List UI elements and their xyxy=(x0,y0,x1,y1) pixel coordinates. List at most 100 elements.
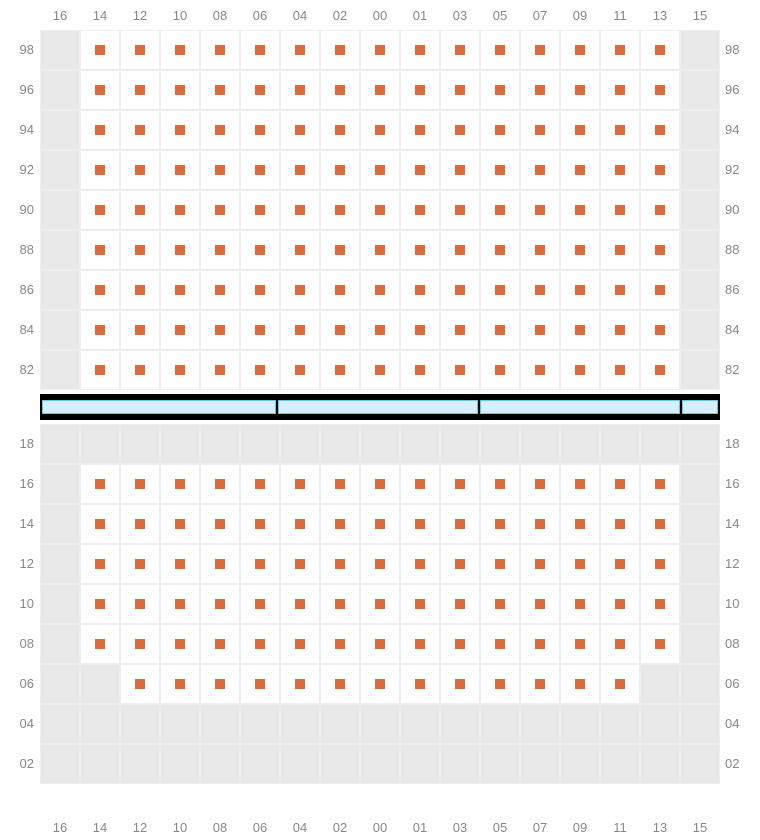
seat-marker[interactable] xyxy=(215,599,225,609)
seat-marker[interactable] xyxy=(135,165,145,175)
seat-marker[interactable] xyxy=(95,205,105,215)
seat-marker[interactable] xyxy=(415,125,425,135)
seat-marker[interactable] xyxy=(415,479,425,489)
seat-marker[interactable] xyxy=(215,165,225,175)
seat-marker[interactable] xyxy=(655,599,665,609)
seat-marker[interactable] xyxy=(215,85,225,95)
seat-marker[interactable] xyxy=(655,165,665,175)
seat-marker[interactable] xyxy=(415,205,425,215)
seat-marker[interactable] xyxy=(255,679,265,689)
seat-marker[interactable] xyxy=(655,519,665,529)
seat-marker[interactable] xyxy=(255,559,265,569)
seat-marker[interactable] xyxy=(175,365,185,375)
seat-marker[interactable] xyxy=(135,45,145,55)
seat-marker[interactable] xyxy=(535,205,545,215)
seat-marker[interactable] xyxy=(495,599,505,609)
seat-marker[interactable] xyxy=(175,599,185,609)
seat-marker[interactable] xyxy=(375,599,385,609)
seat-marker[interactable] xyxy=(575,125,585,135)
seat-marker[interactable] xyxy=(535,245,545,255)
seat-marker[interactable] xyxy=(175,45,185,55)
seat-marker[interactable] xyxy=(495,559,505,569)
seat-marker[interactable] xyxy=(335,365,345,375)
seat-marker[interactable] xyxy=(495,205,505,215)
seat-marker[interactable] xyxy=(495,165,505,175)
seat-marker[interactable] xyxy=(455,205,465,215)
seat-marker[interactable] xyxy=(415,285,425,295)
seat-marker[interactable] xyxy=(295,325,305,335)
seat-marker[interactable] xyxy=(535,599,545,609)
seat-marker[interactable] xyxy=(215,125,225,135)
seat-marker[interactable] xyxy=(375,365,385,375)
seat-marker[interactable] xyxy=(335,205,345,215)
seat-marker[interactable] xyxy=(295,285,305,295)
seat-marker[interactable] xyxy=(575,559,585,569)
seat-marker[interactable] xyxy=(655,559,665,569)
seat-marker[interactable] xyxy=(135,599,145,609)
seat-marker[interactable] xyxy=(655,365,665,375)
seat-marker[interactable] xyxy=(455,85,465,95)
seat-marker[interactable] xyxy=(455,125,465,135)
seat-marker[interactable] xyxy=(175,559,185,569)
seat-marker[interactable] xyxy=(535,325,545,335)
seat-marker[interactable] xyxy=(655,325,665,335)
seat-marker[interactable] xyxy=(455,325,465,335)
seat-marker[interactable] xyxy=(215,639,225,649)
seat-marker[interactable] xyxy=(135,639,145,649)
seat-marker[interactable] xyxy=(375,85,385,95)
seat-marker[interactable] xyxy=(175,165,185,175)
seat-marker[interactable] xyxy=(495,365,505,375)
seat-marker[interactable] xyxy=(135,559,145,569)
seat-marker[interactable] xyxy=(215,245,225,255)
seat-marker[interactable] xyxy=(375,245,385,255)
seat-marker[interactable] xyxy=(95,125,105,135)
seat-marker[interactable] xyxy=(215,45,225,55)
seat-marker[interactable] xyxy=(455,165,465,175)
seat-marker[interactable] xyxy=(175,679,185,689)
seat-marker[interactable] xyxy=(575,365,585,375)
seat-marker[interactable] xyxy=(535,479,545,489)
seat-marker[interactable] xyxy=(495,519,505,529)
seat-marker[interactable] xyxy=(455,479,465,489)
seat-marker[interactable] xyxy=(415,679,425,689)
seat-marker[interactable] xyxy=(295,205,305,215)
seat-marker[interactable] xyxy=(295,165,305,175)
seat-marker[interactable] xyxy=(655,639,665,649)
seat-marker[interactable] xyxy=(335,559,345,569)
seat-marker[interactable] xyxy=(95,479,105,489)
seat-marker[interactable] xyxy=(575,639,585,649)
seat-marker[interactable] xyxy=(535,559,545,569)
seat-marker[interactable] xyxy=(375,559,385,569)
seat-marker[interactable] xyxy=(335,479,345,489)
seat-marker[interactable] xyxy=(135,365,145,375)
seat-marker[interactable] xyxy=(655,205,665,215)
seat-marker[interactable] xyxy=(255,285,265,295)
seat-marker[interactable] xyxy=(495,45,505,55)
seat-marker[interactable] xyxy=(415,639,425,649)
seat-marker[interactable] xyxy=(95,45,105,55)
seat-marker[interactable] xyxy=(575,325,585,335)
seat-marker[interactable] xyxy=(295,365,305,375)
seat-marker[interactable] xyxy=(655,45,665,55)
seat-marker[interactable] xyxy=(215,205,225,215)
seat-marker[interactable] xyxy=(615,479,625,489)
seat-marker[interactable] xyxy=(415,365,425,375)
seat-marker[interactable] xyxy=(575,679,585,689)
seat-marker[interactable] xyxy=(335,679,345,689)
seat-marker[interactable] xyxy=(615,559,625,569)
seat-marker[interactable] xyxy=(295,639,305,649)
seat-marker[interactable] xyxy=(175,245,185,255)
seat-marker[interactable] xyxy=(495,679,505,689)
seat-marker[interactable] xyxy=(575,285,585,295)
seat-marker[interactable] xyxy=(255,639,265,649)
seat-marker[interactable] xyxy=(255,125,265,135)
seat-marker[interactable] xyxy=(415,45,425,55)
seat-marker[interactable] xyxy=(335,45,345,55)
seat-marker[interactable] xyxy=(655,245,665,255)
seat-marker[interactable] xyxy=(295,479,305,489)
seat-marker[interactable] xyxy=(615,325,625,335)
seat-marker[interactable] xyxy=(455,245,465,255)
seat-marker[interactable] xyxy=(175,85,185,95)
seat-marker[interactable] xyxy=(295,519,305,529)
seat-marker[interactable] xyxy=(415,325,425,335)
